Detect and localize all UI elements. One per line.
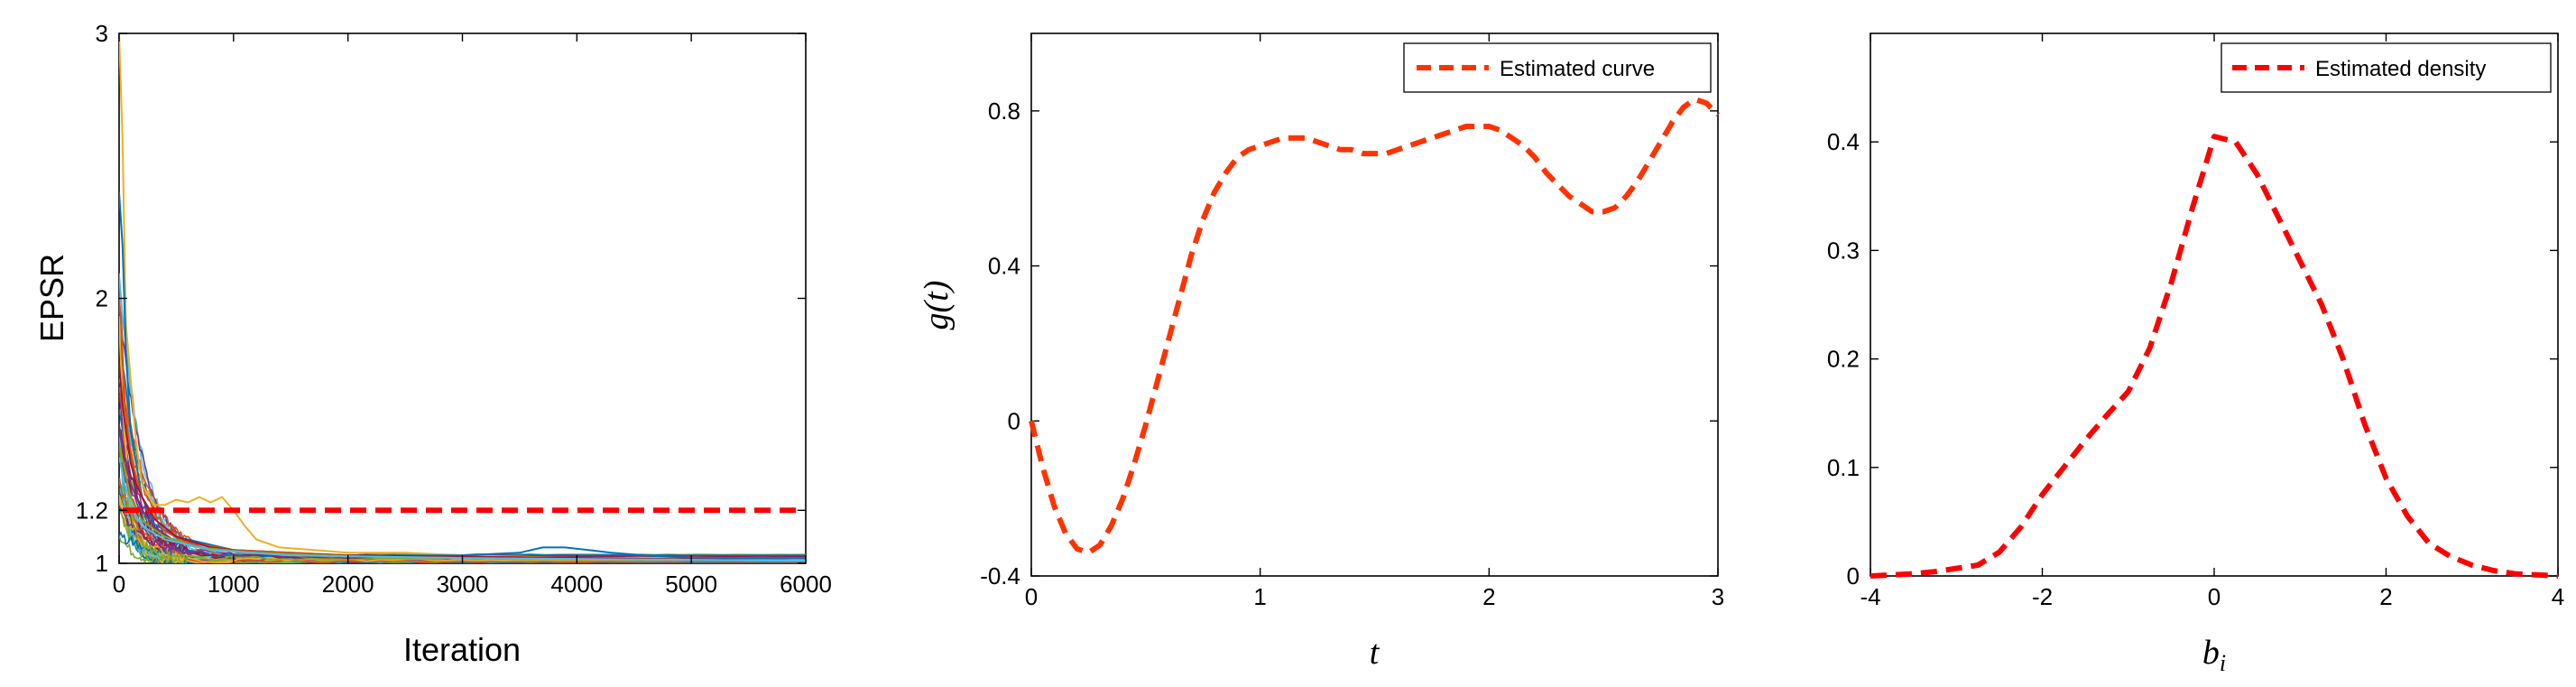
epsr-x-ticks: 0 1000 2000 3000 4000 5000 6000 xyxy=(113,33,832,598)
epsr-y-axis-label: EPSR xyxy=(33,254,70,342)
y-tick-label: 0.4 xyxy=(988,253,1020,280)
curve-legend: Estimated curve xyxy=(1403,42,1712,93)
y-tick-label: -0.4 xyxy=(980,562,1020,590)
y-tick-label: 1.2 xyxy=(76,497,108,524)
x-tick-label: 3 xyxy=(1712,583,1724,610)
x-tick-label: -2 xyxy=(2032,583,2053,610)
y-tick-label: 1 xyxy=(96,550,108,577)
curve-y-ticks: -0.4 0 0.4 0.8 xyxy=(980,97,1718,590)
curve-x-ticks: 0 1 2 3 xyxy=(1025,33,1724,610)
density-legend: Estimated density xyxy=(2221,42,2552,93)
curve-x-axis-label: t xyxy=(1370,634,1380,672)
density-series xyxy=(1870,134,2559,579)
density-y-ticks: 0 0.1 0.2 0.3 0.4 xyxy=(1827,128,2558,590)
x-tick-label: 4 xyxy=(2552,583,2564,610)
y-tick-label: 0.2 xyxy=(1827,346,1860,373)
x-tick-label: -4 xyxy=(1860,583,1880,610)
y-tick-label: 0.1 xyxy=(1827,454,1860,481)
epsr-plot-area xyxy=(118,32,807,564)
x-tick-label: 4000 xyxy=(550,571,603,598)
y-tick-label: 2 xyxy=(96,285,108,312)
epsr-chain-line xyxy=(119,457,806,562)
curve-legend-box xyxy=(1403,42,1712,93)
epsr-panel: 0 1000 2000 3000 4000 5000 6000 1 1.2 2 3 Iterati… xyxy=(33,20,832,668)
epsr-y-ticks: 1 1.2 2 3 xyxy=(76,20,806,577)
epsr-chain-line xyxy=(119,478,806,563)
estimated-density-line xyxy=(1870,134,2559,579)
x-tick-label: 0 xyxy=(2208,583,2221,610)
x-tick-label: 1000 xyxy=(208,571,260,598)
density-legend-label: Estimated density xyxy=(2315,57,2486,81)
epsr-traces xyxy=(119,33,806,563)
estimated-curve-line xyxy=(1029,97,1721,556)
y-tick-label: 0.3 xyxy=(1827,237,1860,264)
curve-y-axis-label: g(t) xyxy=(918,281,956,330)
density-panel: -4 -2 0 2 4 00.10.20.30.4 Estimated density … xyxy=(1827,32,2564,676)
density-plot-area xyxy=(1870,32,2559,577)
density-x-axis-label: bi xyxy=(2202,634,2226,676)
x-tick-label: 0 xyxy=(1025,583,1038,610)
x-tick-label: 5000 xyxy=(665,571,717,598)
epsr-x-axis-label: Iteration xyxy=(403,631,521,668)
epsr-chain-line xyxy=(119,33,806,560)
density-legend-box xyxy=(2221,42,2552,93)
curve-legend-label: Estimated curve xyxy=(1500,57,1655,81)
x-tick-label: 6000 xyxy=(780,571,832,598)
x-tick-label: 3000 xyxy=(437,571,489,598)
y-tick-label: 0.4 xyxy=(1827,128,1860,155)
x-tick-label: 2 xyxy=(2379,583,2392,610)
y-tick-label: 0 xyxy=(1008,407,1020,434)
y-tick-label: 0 xyxy=(1847,562,1860,590)
x-tick-label: 1 xyxy=(1253,583,1266,610)
density-x-ticks: -4 -2 0 2 4 xyxy=(1860,33,2564,610)
y-tick-label: 3 xyxy=(96,20,108,47)
curve-series xyxy=(1029,97,1721,556)
x-tick-label: 0 xyxy=(113,571,125,598)
epsr-chain-line xyxy=(119,505,806,559)
y-tick-label: 0.8 xyxy=(988,97,1020,125)
x-tick-label: 2 xyxy=(1482,583,1495,610)
x-tick-label: 2000 xyxy=(322,571,374,598)
curve-plot-area xyxy=(1030,32,1719,577)
